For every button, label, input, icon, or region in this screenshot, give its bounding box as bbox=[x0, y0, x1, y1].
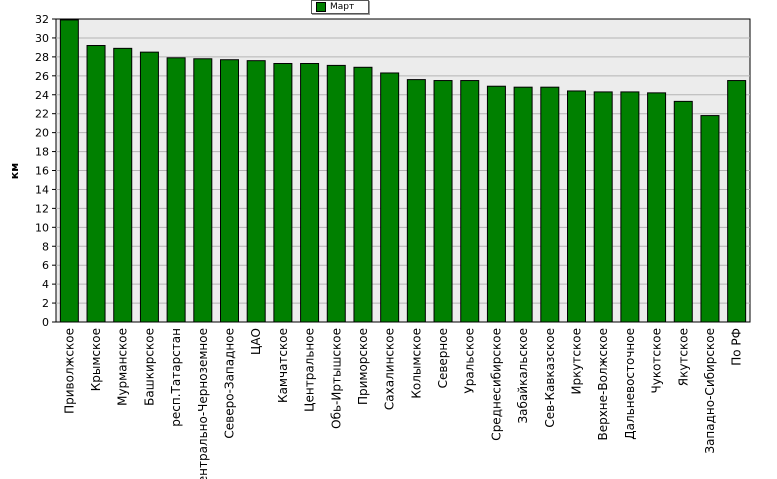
y-tick-label: 24 bbox=[35, 89, 49, 102]
bar bbox=[59, 19, 79, 323]
bar bbox=[540, 86, 560, 323]
y-tick-label: 8 bbox=[42, 240, 49, 253]
bar bbox=[593, 91, 613, 323]
x-tick-label: респ.Татарстан bbox=[169, 328, 183, 427]
x-tick-label: Среднесибирское bbox=[489, 328, 503, 441]
bar bbox=[139, 51, 159, 323]
x-tick-label: Колымское bbox=[409, 328, 423, 399]
x-tick-label: Приволжское bbox=[62, 328, 76, 414]
x-tick-label: Якутское bbox=[676, 328, 690, 386]
y-tick-label: 18 bbox=[35, 146, 49, 159]
x-tick-label: Башкирское bbox=[142, 328, 156, 406]
y-tick-label: 12 bbox=[35, 202, 49, 215]
bar bbox=[273, 63, 293, 323]
bar bbox=[620, 91, 640, 323]
bar bbox=[673, 100, 693, 323]
bar bbox=[193, 58, 213, 323]
x-tick-label: Мурманское bbox=[116, 328, 130, 406]
x-tick-label: Камчатское bbox=[276, 328, 290, 403]
x-tick-label: Западно-Сибирское bbox=[703, 328, 717, 454]
x-axis-labels: Приволжское Крымское Мурманское Башкирское р… bbox=[62, 328, 743, 479]
y-tick-label: 26 bbox=[35, 70, 49, 83]
x-tick-label: Чукотское bbox=[650, 328, 664, 393]
y-tick-label: 16 bbox=[35, 165, 49, 178]
y-tick-label: 14 bbox=[35, 183, 49, 196]
bar bbox=[700, 115, 720, 323]
x-tick-label: Обь-Иртышское bbox=[329, 328, 343, 429]
y-tick-label: 20 bbox=[35, 127, 49, 140]
y-tick-label: 4 bbox=[42, 278, 49, 291]
x-tick-label: Сахалинское bbox=[383, 328, 397, 410]
bar bbox=[166, 57, 186, 323]
bar bbox=[406, 79, 426, 323]
x-tick-label: Дальневосточное bbox=[623, 328, 637, 440]
x-tick-label: Приморское bbox=[356, 328, 370, 405]
y-axis-label: км bbox=[8, 163, 21, 179]
bar bbox=[86, 45, 106, 323]
bar bbox=[567, 90, 586, 323]
x-tick-label: Сев-Кавказское bbox=[543, 328, 557, 428]
bar bbox=[326, 64, 346, 323]
y-tick-label: 10 bbox=[35, 221, 49, 234]
bar bbox=[486, 85, 506, 323]
bar bbox=[300, 63, 320, 323]
legend: Март bbox=[311, 0, 369, 14]
bar bbox=[433, 80, 453, 323]
y-tick-label: 30 bbox=[35, 32, 49, 45]
x-tick-label: Уральское bbox=[463, 328, 477, 394]
x-tick-label: Верхне-Волжское bbox=[596, 328, 610, 441]
x-tick-label: Забайкальское bbox=[516, 328, 530, 424]
y-tick-label: 0 bbox=[42, 316, 49, 329]
bar bbox=[113, 47, 133, 323]
bar bbox=[727, 80, 747, 323]
y-tick-label: 2 bbox=[42, 297, 49, 310]
bar bbox=[647, 92, 667, 323]
bar bbox=[460, 80, 480, 323]
legend-label: Март bbox=[330, 2, 355, 12]
x-tick-label: Крымское bbox=[89, 328, 103, 391]
x-tick-label: ЦАО bbox=[249, 328, 263, 355]
legend-swatch bbox=[316, 2, 326, 12]
bars bbox=[59, 19, 747, 323]
bar bbox=[380, 72, 400, 323]
x-tick-label: По РФ bbox=[730, 328, 744, 366]
y-tick-label: 22 bbox=[35, 108, 49, 121]
y-tick-label: 32 bbox=[35, 13, 49, 26]
x-tick-label: Северо-Западное bbox=[223, 328, 237, 439]
bar bbox=[220, 59, 239, 323]
x-tick-label: Иркутское bbox=[570, 328, 584, 395]
x-tick-label: Центрально-Черноземное bbox=[196, 328, 210, 479]
bar bbox=[353, 66, 373, 323]
bar bbox=[513, 86, 533, 323]
x-tick-label: Центральное bbox=[303, 328, 317, 412]
y-tick-label: 28 bbox=[35, 51, 49, 64]
x-tick-label: Северное bbox=[436, 328, 450, 388]
bar bbox=[246, 60, 266, 323]
y-tick-label: 6 bbox=[42, 259, 49, 272]
